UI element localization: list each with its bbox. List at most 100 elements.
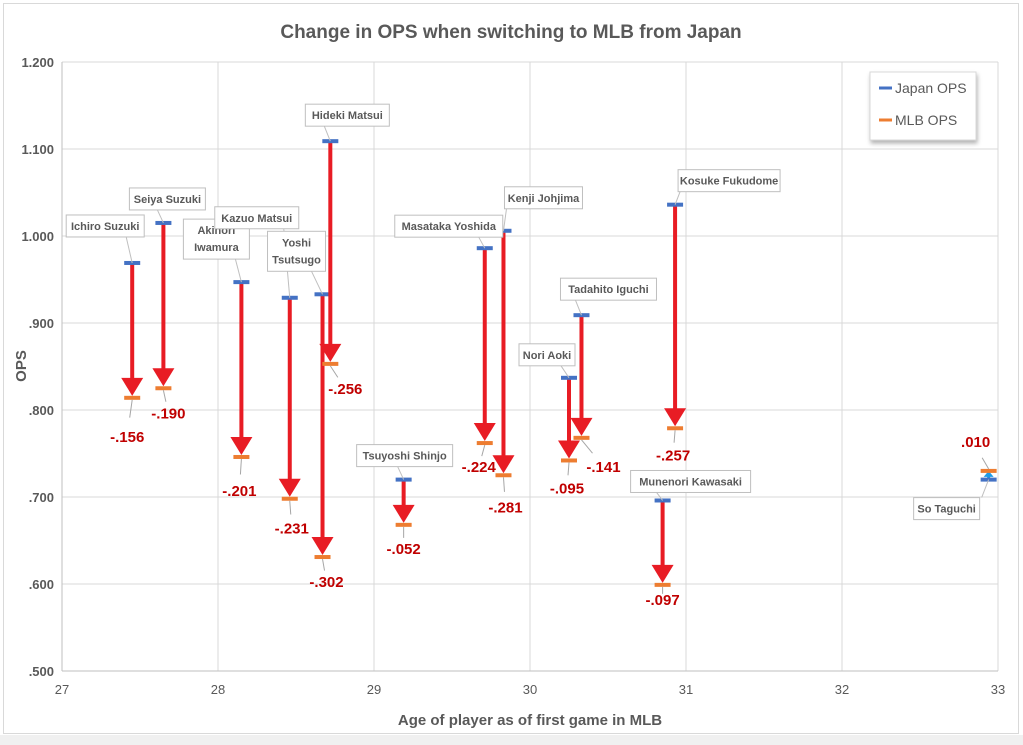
change-arrow-head: [664, 408, 687, 427]
player-name-label: Iwamura: [194, 242, 240, 254]
player-mark-group: [152, 220, 175, 391]
x-axis-title: Age of player as of first game in MLB: [398, 712, 662, 729]
mlb-ops-marker: [281, 496, 298, 501]
callout-box: [304, 103, 390, 127]
callout-leader-line: [575, 299, 582, 316]
callout-leader-line: [981, 479, 990, 498]
callout-box: [214, 206, 300, 230]
callout-box: [518, 343, 576, 367]
player-name-label: Kosuke Fukudome: [680, 176, 778, 188]
ops-change-label: -.281: [488, 499, 522, 516]
player-name-callout: Kosuke Fukudome: [674, 169, 781, 205]
legend-box: [869, 71, 977, 141]
player-name-label: Tsuyoshi Shinjo: [363, 451, 447, 463]
callout-box: [913, 497, 981, 521]
x-tick-label: 29: [367, 682, 381, 697]
player-mark-group: [278, 295, 301, 501]
change-label-leader: [502, 477, 505, 492]
change-label-group: -.281: [488, 477, 523, 516]
change-arrow-head: [278, 478, 301, 497]
change-arrow-head: [473, 423, 496, 442]
chart-title: Change in OPS when switching to MLB from…: [280, 22, 741, 43]
player-name-label: Tadahito Iguchi: [568, 284, 648, 296]
ops-change-label: -.302: [309, 574, 343, 591]
player-mark-group: [230, 280, 253, 459]
ops-change-label: -.257: [656, 447, 690, 464]
player-name-label: Nori Aoki: [523, 350, 572, 362]
callout-leader-line: [674, 191, 681, 205]
mlb-ops-marker: [155, 386, 172, 391]
legend-mlb-label: MLB OPS: [895, 112, 957, 128]
mlb-ops-marker: [561, 458, 577, 463]
change-arrow-head: [651, 564, 674, 583]
axes: .500 .600 .700 .800 .900 1.000 1.100 1.200 27 28 2…: [21, 55, 1005, 697]
mlb-ops-marker: [573, 435, 590, 440]
change-label-group: -.257: [656, 430, 690, 464]
ops-change-label: -.141: [586, 459, 620, 476]
player-name-callout: Kazuo Matsui: [214, 206, 300, 298]
callout-leader-line: [156, 209, 164, 224]
change-arrow-head: [570, 417, 593, 436]
callout-leader-line: [125, 236, 133, 264]
y-tick-label: .500: [29, 664, 54, 679]
callout-box: [677, 169, 781, 193]
player-name-callout: Munenori Kawasaki: [630, 469, 752, 501]
player-name-callout: Nori Aoki: [518, 343, 576, 379]
change-label-leader: [239, 458, 242, 475]
callout-leader-line: [478, 236, 486, 249]
x-tick-label: 31: [679, 682, 693, 697]
mlb-ops-marker: [667, 426, 684, 431]
player-name-callout: Ichiro Suzuki: [65, 214, 145, 264]
callout-box: [65, 214, 145, 238]
callout-leader-line: [323, 125, 331, 142]
change-label-leader: [481, 444, 486, 457]
player-name-label: Hideki Matsui: [312, 110, 383, 122]
change-arrow-head: [319, 343, 342, 362]
change-label-leader: [322, 558, 326, 571]
legend: Japan OPS MLB OPS: [869, 71, 977, 141]
x-tick-label: 27: [55, 682, 69, 697]
x-tick-label: 32: [835, 682, 849, 697]
y-tick-label: .900: [29, 316, 54, 331]
player-name-label: Tsutsugo: [272, 254, 321, 266]
change-label-leader: [981, 457, 990, 470]
callout-leader-line: [397, 466, 405, 480]
ops-change-label: -.256: [328, 381, 362, 398]
mlb-ops-marker: [980, 468, 997, 473]
gridlines: [61, 61, 999, 672]
player-name-callout: Seiya Suzuki: [128, 187, 206, 224]
callout-leader-line: [560, 365, 570, 379]
mlb-ops-marker: [314, 555, 331, 560]
player-mark-group: [473, 246, 496, 446]
change-arrow-head: [983, 470, 994, 477]
mlb-ops-marker: [233, 454, 250, 459]
callout-box: [559, 277, 657, 301]
x-tick-label: 33: [991, 682, 1005, 697]
callout-box: [394, 214, 504, 238]
ops-change-label: -.052: [387, 541, 421, 558]
y-tick-label: 1.100: [21, 142, 54, 157]
change-arrow-head: [311, 537, 334, 556]
player-name-label: Ichiro Suzuki: [71, 221, 139, 233]
player-name-callout: Masataka Yoshida: [394, 214, 504, 249]
ops-change-label: .010: [961, 434, 990, 451]
mlb-ops-marker: [495, 473, 512, 478]
callout-box: [267, 230, 327, 272]
change-arrow-head: [152, 368, 175, 387]
callout-box: [356, 444, 454, 468]
change-label-group: -.097: [645, 586, 680, 609]
callout-leader-line: [656, 492, 663, 501]
y-tick-label: .600: [29, 577, 54, 592]
change-arrow-head: [392, 504, 415, 523]
change-label-group: -.201: [222, 458, 257, 500]
ops-change-label: -.231: [275, 521, 309, 538]
y-tick-label: 1.200: [21, 55, 54, 70]
change-label-group: -.141: [581, 439, 621, 476]
change-label-group: -.052: [387, 526, 421, 558]
change-label-leader: [329, 365, 339, 378]
player-name-callout: Tadahito Iguchi: [559, 277, 657, 316]
mlb-ops-marker: [476, 441, 493, 446]
legend-japan-label: Japan OPS: [895, 80, 967, 96]
